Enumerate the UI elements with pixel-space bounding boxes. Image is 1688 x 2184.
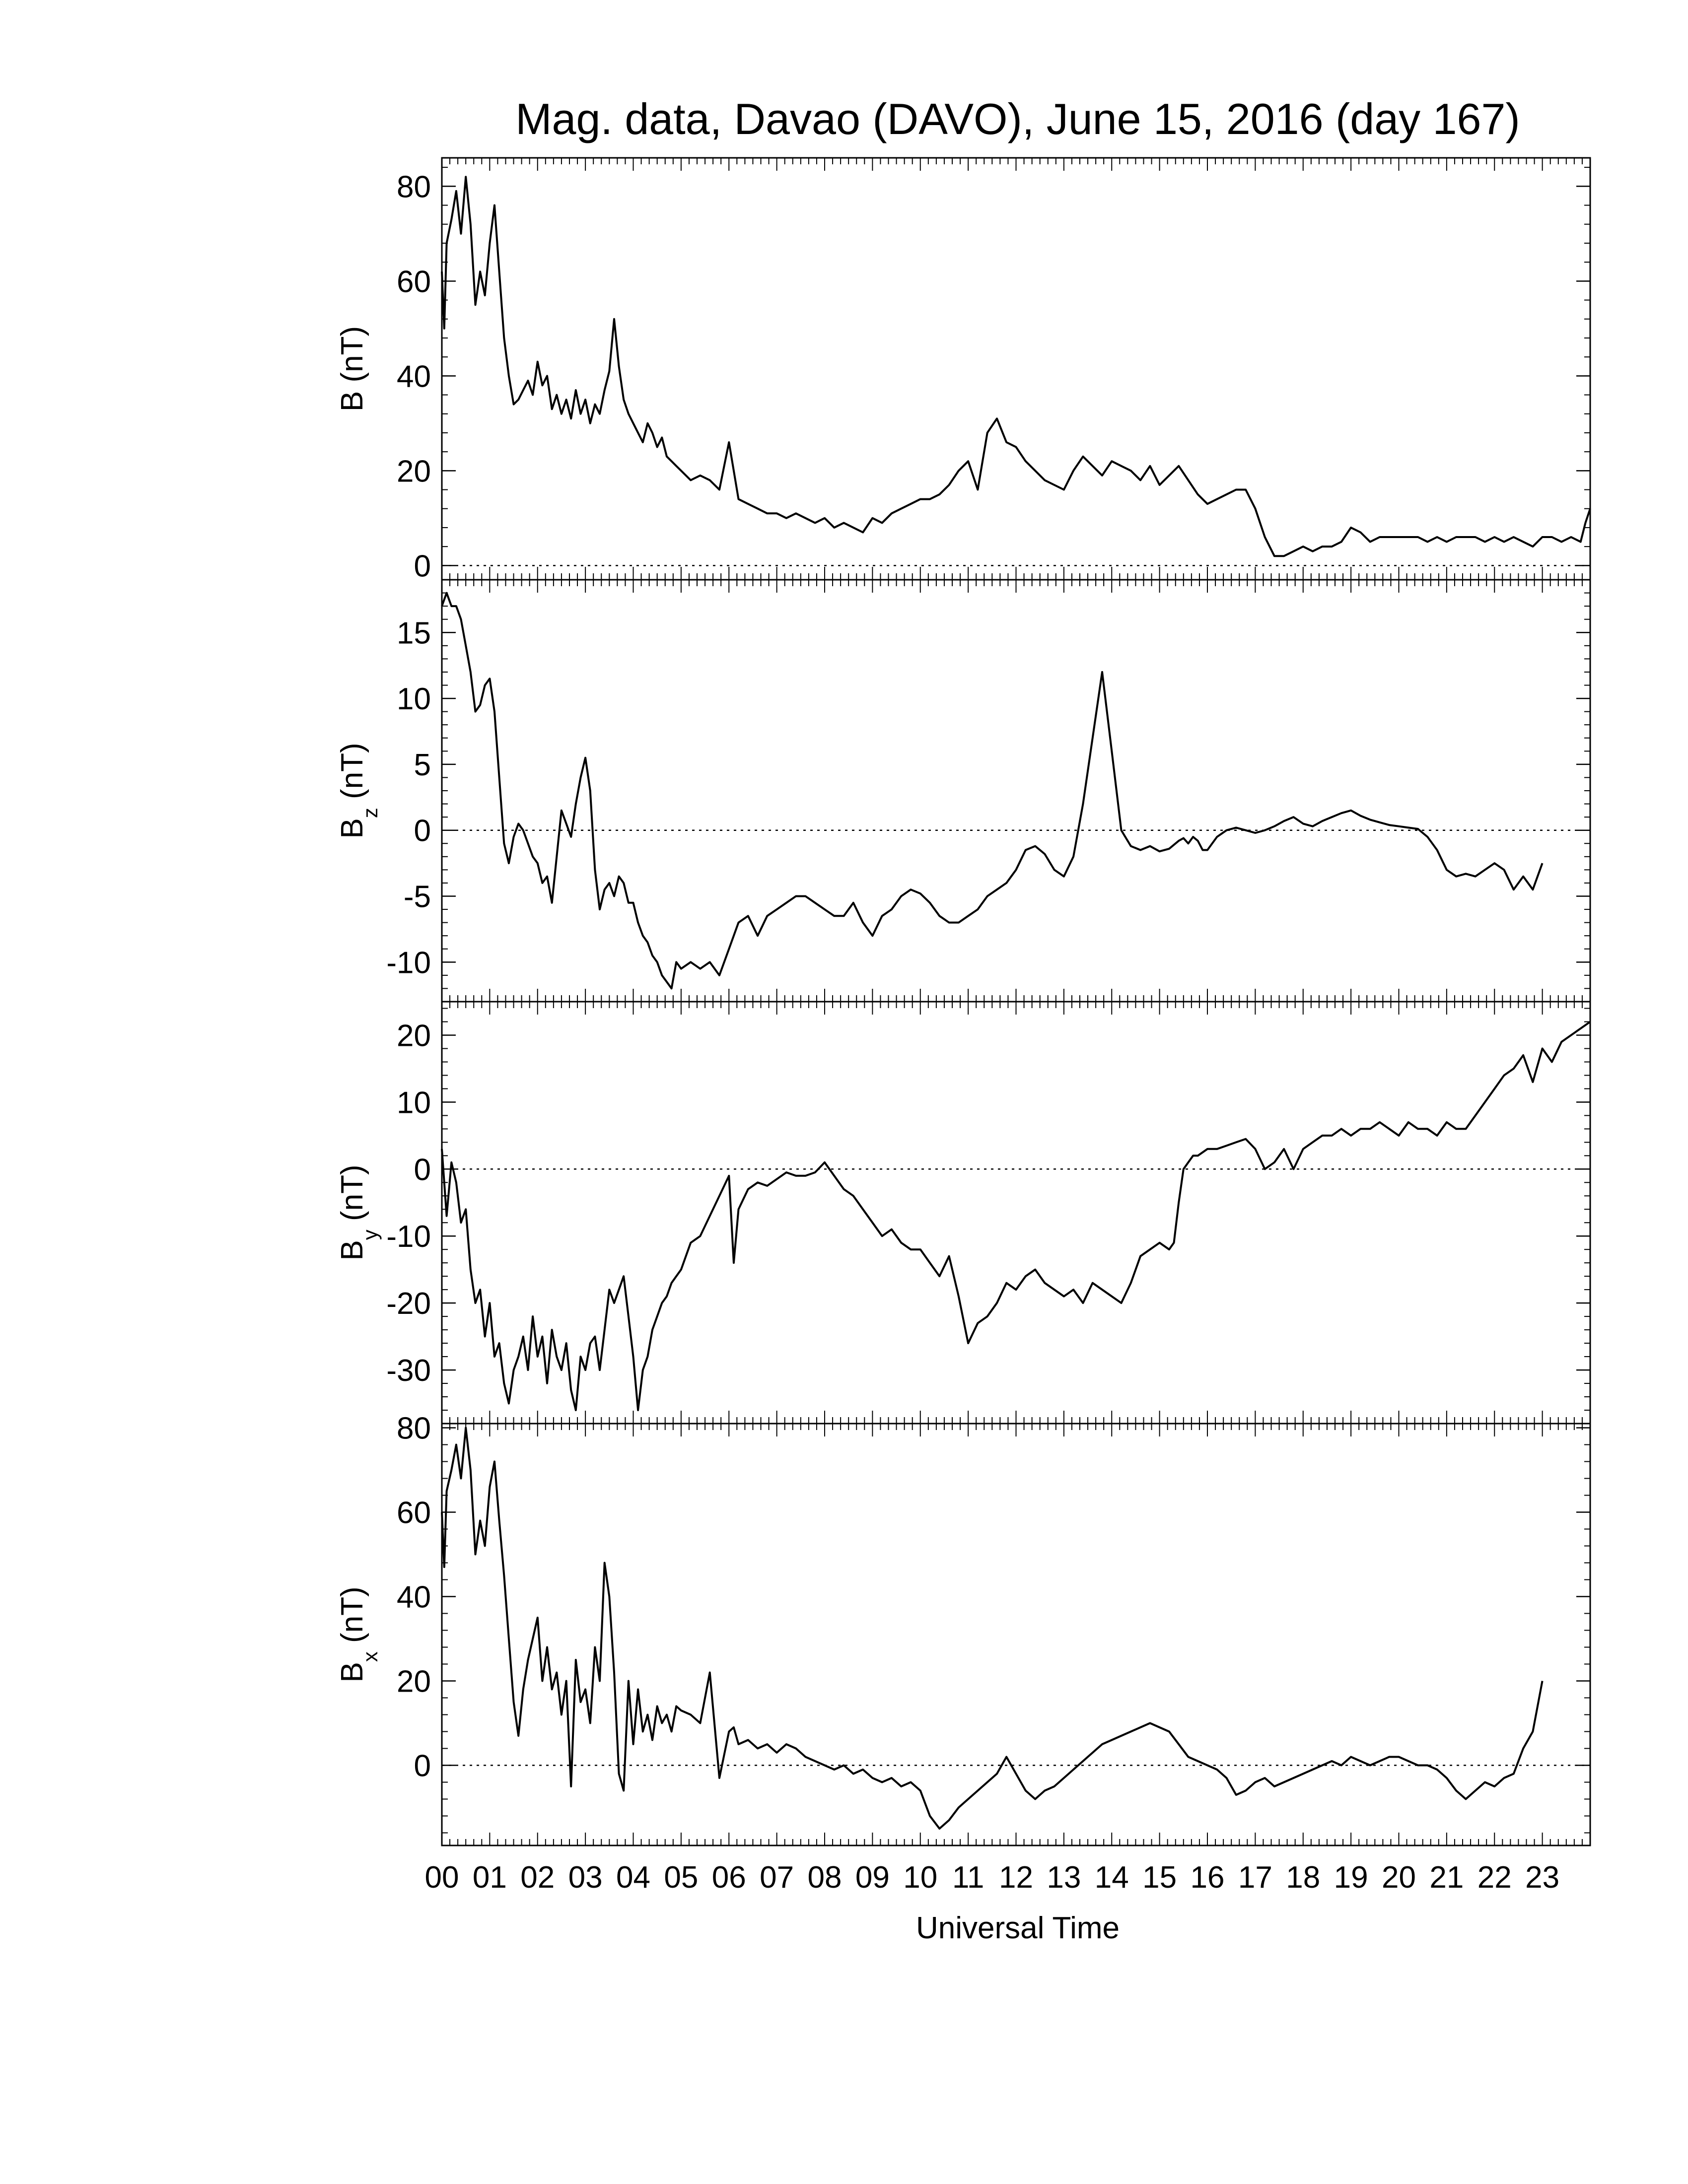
y-tick-label: 20	[397, 1665, 431, 1699]
y-tick-label: 80	[397, 1412, 431, 1446]
y-tick-label: 20	[397, 454, 431, 488]
y-tick-label: 0	[414, 814, 431, 848]
x-tick-label: 08	[808, 1860, 842, 1895]
panel-frame-bz	[441, 579, 1591, 1003]
x-tick-label: 07	[760, 1860, 794, 1895]
y-tick-label: 60	[397, 1496, 431, 1530]
y-axis-label-by: By (nT)	[335, 1164, 382, 1260]
x-tick-label: 22	[1477, 1860, 1512, 1895]
y-tick-label: 20	[397, 1019, 431, 1053]
panel-bx: 0 20 40 60 80 Bx (nT)	[335, 1412, 1591, 1846]
x-tick-label: 15	[1142, 1860, 1177, 1895]
x-tick-label: 16	[1191, 1860, 1225, 1895]
y-tick-label: 40	[397, 359, 431, 394]
y-axis-label-b-total: B (nT)	[335, 326, 369, 411]
x-tick-label: 03	[568, 1860, 603, 1895]
chart-title: Mag. data, Davao (DAVO), June 15, 2016 (…	[515, 94, 1520, 143]
x-tick-label: 21	[1429, 1860, 1464, 1895]
x-axis-label: Universal Time	[916, 1911, 1120, 1945]
y-tick-label: 0	[414, 549, 431, 583]
x-tick-label: 19	[1334, 1860, 1368, 1895]
x-tick-label: 17	[1238, 1860, 1272, 1895]
x-tick-label: 09	[855, 1860, 890, 1895]
x-tick-label: 14	[1095, 1860, 1129, 1895]
y-tick-label: 40	[397, 1580, 431, 1615]
x-tick-label: 18	[1286, 1860, 1320, 1895]
x-tick-label: 01	[473, 1860, 507, 1895]
panel-by: -30 -20 -10 0 10 20 By (nT)	[335, 1001, 1591, 1425]
series-line-b-total	[441, 176, 1591, 557]
panel-frame-bx	[441, 1423, 1591, 1846]
x-tick-label: 20	[1382, 1860, 1416, 1895]
y-tick-label: 0	[414, 1749, 431, 1783]
x-tick-label: 12	[999, 1860, 1033, 1895]
y-tick-label: -30	[386, 1354, 431, 1388]
panel-frame-b-total	[441, 157, 1591, 581]
x-tick-label: 02	[520, 1860, 555, 1895]
y-tick-label: 60	[397, 265, 431, 299]
y-tick-label: 80	[397, 170, 431, 204]
x-tick-label: 23	[1525, 1860, 1559, 1895]
series-line-bz	[441, 592, 1544, 990]
x-tick-label: 04	[616, 1860, 650, 1895]
x-tick-label: 06	[712, 1860, 746, 1895]
panel-b-total: 0 20 40 60 80 B (nT)	[335, 157, 1591, 583]
y-tick-label: -10	[386, 946, 431, 980]
x-tick-label: 13	[1047, 1860, 1081, 1895]
x-tick-label: 05	[664, 1860, 698, 1895]
panel-bz: -10 -5 0 5 10 15 Bz (nT)	[335, 579, 1591, 1003]
y-tick-label: -10	[386, 1220, 431, 1254]
y-tick-label: 0	[414, 1153, 431, 1187]
series-line-by	[441, 1021, 1591, 1411]
x-axis: 00 01 02 03 04 05 06 07 08 09 10 11 12 13 14 15 16 17 18 19…	[425, 1860, 1560, 1895]
y-tick-label: 5	[414, 748, 431, 782]
x-tick-label: 10	[903, 1860, 937, 1895]
x-tick-label: 11	[952, 1860, 984, 1895]
y-tick-label: 15	[397, 616, 431, 650]
y-tick-label: 10	[397, 682, 431, 716]
y-axis-label-bz: Bz (nT)	[335, 743, 382, 838]
y-axis-label-bx: Bx (nT)	[335, 1586, 382, 1682]
y-tick-label: 10	[397, 1086, 431, 1120]
y-tick-label: -5	[404, 880, 431, 914]
y-tick-label: -20	[386, 1287, 431, 1321]
series-line-bx	[441, 1427, 1544, 1830]
x-tick-label: 00	[425, 1860, 459, 1895]
panel-frame-by	[441, 1001, 1591, 1425]
